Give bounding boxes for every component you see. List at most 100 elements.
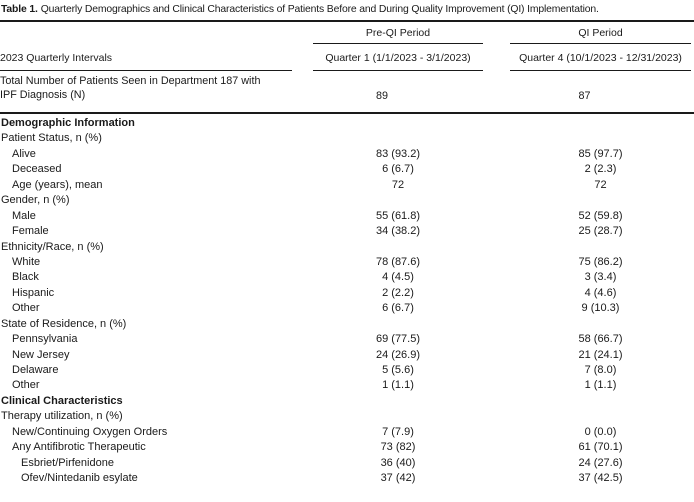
row-label: Ethnicity/Race, n (%) <box>1 240 104 253</box>
row-label: Alive <box>12 147 36 160</box>
qi-value <box>510 193 691 208</box>
pre-qi-value: 37 (42) <box>380 472 416 485</box>
total-qi-value: 87 <box>578 90 591 102</box>
row-label: Any Antifibrotic Therapeutic <box>12 441 146 454</box>
pre-qi-value: 83 (93.2) <box>375 147 421 160</box>
table-row: Patient Status, n (%) <box>0 131 694 146</box>
row-label: Other <box>12 302 40 315</box>
table-row: Demographic Information <box>0 116 694 131</box>
qi-value: 85 (97.7) <box>578 147 623 160</box>
pre-qi-value <box>313 131 483 146</box>
table-row: Hispanic 2 (2.2) 4 (4.6) <box>0 286 694 301</box>
pre-qi-value: 78 (87.6) <box>375 255 421 268</box>
qi-value: 9 (10.3) <box>581 302 620 315</box>
row-label: Therapy utilization, n (%) <box>1 410 123 423</box>
qi-value: 4 (4.6) <box>584 286 617 299</box>
qi-value <box>510 116 691 131</box>
pre-qi-value: 69 (77.5) <box>375 333 421 346</box>
pre-qi-value: 5 (5.6) <box>382 364 414 376</box>
table-row: Age (years), mean 72 72 <box>0 178 694 193</box>
qi-value: 7 (8.0) <box>584 364 617 376</box>
table-row: Delaware 5 (5.6) 7 (8.0) <box>0 363 694 378</box>
row-label: Age (years), mean <box>12 178 103 191</box>
row-label: Patient Status, n (%) <box>1 132 102 145</box>
qi-value: 0 (0.0) <box>584 425 617 438</box>
table-title: Table 1. Quarterly Demographics and Clini… <box>0 0 694 22</box>
pre-qi-value: 6 (6.7) <box>382 302 414 315</box>
pre-qi-value <box>313 409 483 424</box>
row-label: New Jersey <box>12 348 70 361</box>
table-row: Male 55 (61.8) 52 (59.8) <box>0 209 694 224</box>
pre-qi-value <box>313 193 483 208</box>
spanner-qi: QI Period <box>510 27 691 44</box>
row-label: Female <box>12 225 49 238</box>
total-patients-row: Total Number of Patients Seen in Departm… <box>0 71 694 114</box>
table-row: Any Antifibrotic Therapeutic 73 (82) 61 (7… <box>0 440 694 455</box>
pre-qi-value: 72 <box>391 178 405 191</box>
qi-value: 58 (66.7) <box>578 333 623 346</box>
table-row: New Jersey 24 (26.9) 21 (24.1) <box>0 348 694 363</box>
row-label: Black <box>12 271 39 284</box>
total-pre-qi-value: 89 <box>375 90 388 102</box>
row-label: Ofev/Nintedanib esylate <box>21 472 138 485</box>
qi-value: 61 (70.1) <box>578 441 623 454</box>
table-row: Deceased 6 (6.7) 2 (2.3) <box>0 162 694 177</box>
pre-qi-value: 4 (4.5) <box>382 271 414 284</box>
qi-value: 72 <box>594 178 607 191</box>
qi-value: 1 (1.1) <box>584 379 617 392</box>
pre-qi-value <box>313 394 483 409</box>
qi-value <box>510 240 691 255</box>
table-row: New/Continuing Oxygen Orders 7 (7.9) 0 (0.… <box>0 425 694 440</box>
pre-qi-value: 2 (2.2) <box>382 286 414 299</box>
table-title-text: Quarterly Demographics and Clinical Char… <box>40 4 599 15</box>
col-header-qi: Quarter 4 (10/1/2023 - 12/31/2023) <box>510 52 691 71</box>
row-label: Other <box>12 379 40 392</box>
qi-value <box>510 317 691 332</box>
pre-qi-value <box>313 317 483 332</box>
qi-value: 52 (59.8) <box>578 209 623 222</box>
row-label: Esbriet/Pirfenidone <box>21 456 114 469</box>
qi-value: 24 (27.6) <box>578 456 623 469</box>
row-label: White <box>12 255 41 268</box>
row-label: Deceased <box>12 163 62 176</box>
table-row: Black 4 (4.5) 3 (3.4) <box>0 270 694 285</box>
table-row: Ofev/Nintedanib esylate 37 (42) 37 (42.5) <box>0 471 694 486</box>
pre-qi-value: 73 (82) <box>380 441 416 454</box>
row-label: New/Continuing Oxygen Orders <box>12 425 168 438</box>
row-label: Delaware <box>12 364 59 376</box>
table-row: White 78 (87.6) 75 (86.2) <box>0 255 694 270</box>
spanner-stub-spacer <box>0 27 292 44</box>
qi-value: 21 (24.1) <box>578 348 623 361</box>
table-row: Alive 83 (93.2) 85 (97.7) <box>0 147 694 162</box>
table-row: Other 6 (6.7) 9 (10.3) <box>0 301 694 316</box>
table-row: Other 1 (1.1) 1 (1.1) <box>0 378 694 393</box>
qi-value <box>510 394 691 409</box>
qi-value: 25 (28.7) <box>578 225 623 238</box>
qi-value: 37 (42.5) <box>578 472 623 485</box>
row-label: Demographic Information <box>1 117 135 129</box>
pre-qi-value: 55 (61.8) <box>375 209 421 222</box>
total-row-label: Total Number of Patients Seen in Departm… <box>0 75 261 101</box>
spanner-header-row: Pre-QI Period QI Period <box>0 22 694 44</box>
spanner-pre-qi: Pre-QI Period <box>313 27 483 44</box>
table-row: State of Residence, n (%) <box>0 317 694 332</box>
pre-qi-value: 7 (7.9) <box>382 425 414 438</box>
pre-qi-value: 24 (26.9) <box>375 348 421 361</box>
table-body: Demographic Information Patient Status, n… <box>0 114 694 502</box>
pre-qi-value: 34 (38.2) <box>375 225 421 238</box>
pre-qi-value: 36 (40) <box>380 456 416 469</box>
qi-value <box>510 409 691 424</box>
col-header-pre-qi: Quarter 1 (1/1/2023 - 3/1/2023) <box>313 52 483 71</box>
column-header-row: 2023 Quarterly Intervals Quarter 1 (1/1/… <box>0 44 694 71</box>
stub-header: 2023 Quarterly Intervals <box>0 52 292 71</box>
qi-value: 2 (2.3) <box>584 163 617 176</box>
table-row: Ethnicity/Race, n (%) <box>0 240 694 255</box>
row-label: Gender, n (%) <box>1 194 70 207</box>
qi-value: 3 (3.4) <box>584 271 617 284</box>
table-row: Clinical Characteristics <box>0 394 694 409</box>
row-label: Hispanic <box>12 286 55 299</box>
pre-qi-value: 6 (6.7) <box>382 163 414 176</box>
row-label: Pennsylvania <box>12 333 78 346</box>
pre-qi-value <box>313 240 483 255</box>
